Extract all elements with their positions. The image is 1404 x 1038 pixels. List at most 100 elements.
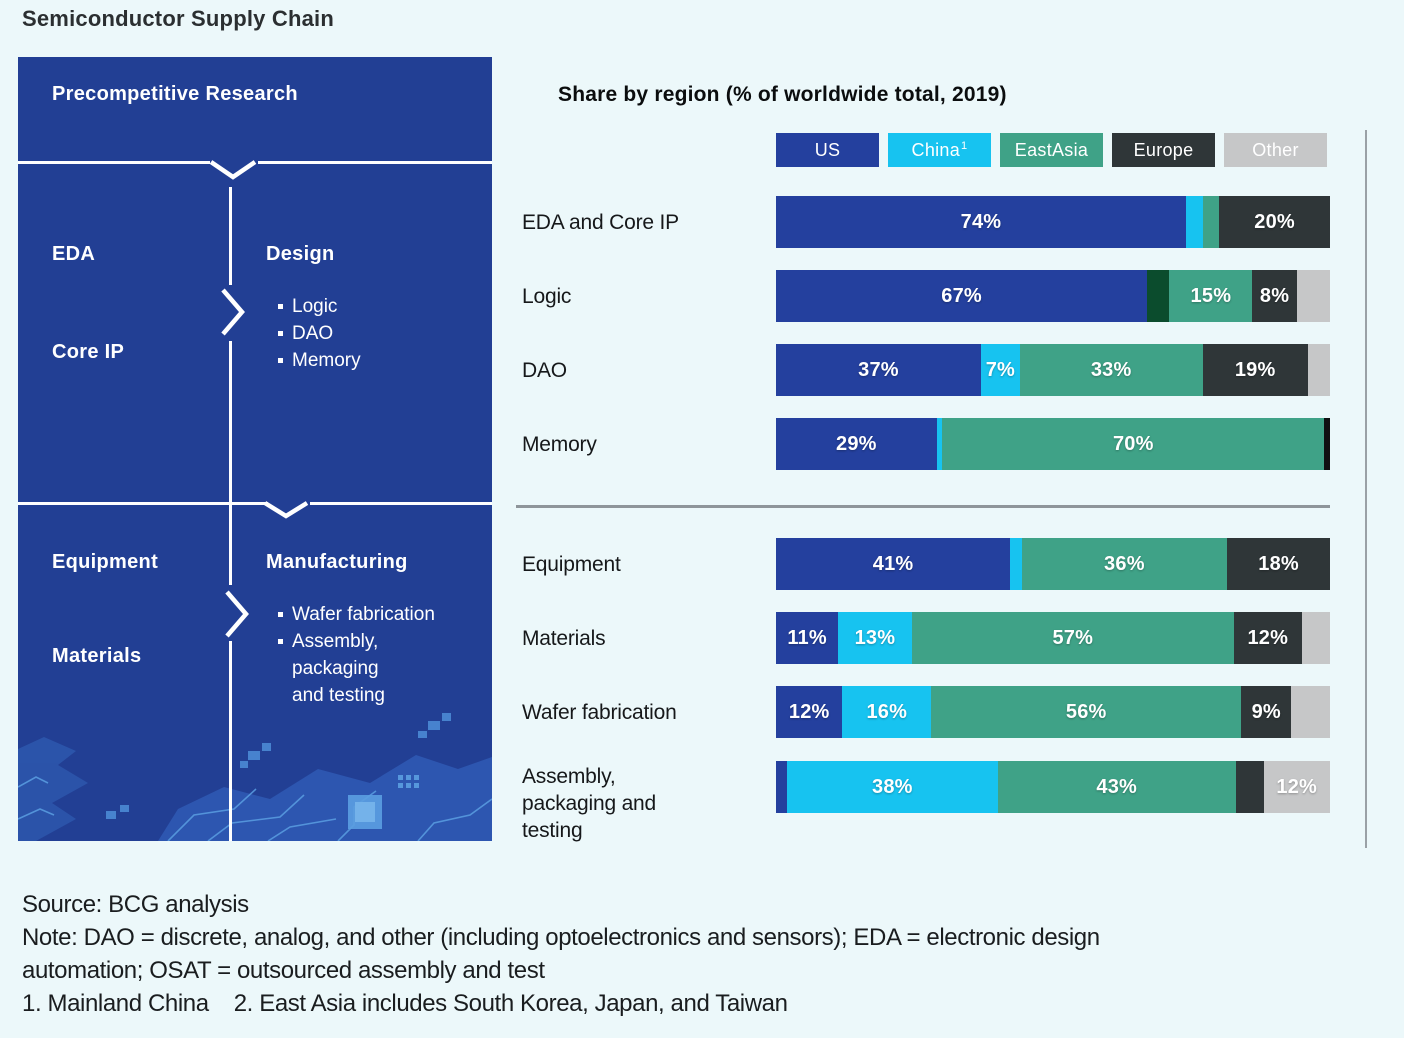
legend-label: China1 — [911, 139, 968, 160]
divider-line — [18, 502, 268, 505]
bar-segment-other — [1291, 686, 1330, 738]
legend-label: EastAsia — [1014, 139, 1089, 160]
bar-row: DAO 37% 7% 33% 19% — [522, 344, 1330, 396]
bar-segment-other: 12% — [1263, 761, 1330, 813]
legend-chip-china: China1 — [888, 133, 991, 167]
row-label: Memory — [522, 432, 597, 456]
divider-line — [18, 161, 210, 164]
bar-segment-east-asia — [1202, 196, 1220, 248]
segment-value-label: 9% — [1251, 700, 1281, 723]
row-label: Wafer fabrication — [522, 700, 677, 724]
bar-segment-china: 16% — [842, 686, 932, 738]
legend-chip-us: US — [776, 133, 879, 167]
bar-segment-other — [1307, 344, 1330, 396]
bullet-label: Logic — [292, 296, 338, 317]
row-label: Materials — [522, 626, 606, 650]
segment-value-label: 74% — [960, 210, 1002, 233]
segment-value-label: 70% — [1112, 432, 1154, 455]
bar-segment-east-asia: 33% — [1019, 344, 1203, 396]
legend-label: US — [814, 139, 841, 160]
bar-segment-east-asia: 43% — [997, 761, 1236, 813]
segment-value-label: 16% — [866, 700, 908, 723]
row-label: EDA and Core IP — [522, 210, 679, 234]
segment-value-label: 15% — [1190, 284, 1232, 307]
chevron-down-icon — [209, 160, 257, 180]
group-separator-line — [516, 505, 1330, 508]
bar-segment-us: 37% — [776, 344, 981, 396]
bar-segment-us: 74% — [776, 196, 1186, 248]
divider-line — [310, 502, 492, 505]
bar-segment-china: 13% — [838, 612, 912, 664]
square-bullet-icon — [278, 639, 283, 644]
precompetitive-research-label: Precompetitive Research — [52, 83, 298, 105]
segment-value-label: 12% — [1247, 626, 1289, 649]
bar-segment-china — [936, 418, 943, 470]
bar-segment-europe: 19% — [1202, 344, 1308, 396]
bar-segment-china — [1147, 270, 1170, 322]
bar-row: Materials 11% 13% 57% 12% — [522, 612, 1330, 664]
segment-value-label: 13% — [854, 626, 896, 649]
stacked-bar: 67% 15% 8% — [776, 270, 1330, 322]
bar-segment-europe — [1324, 418, 1330, 470]
bar-row: Assembly, packaging and testing 38% 43% 12% — [522, 761, 1330, 842]
bar-segment-us: 41% — [776, 538, 1011, 590]
bar-segment-east-asia: 56% — [931, 686, 1242, 738]
chevron-right-icon — [225, 590, 249, 638]
bullet-label: Assembly, packaging and testing — [292, 631, 385, 706]
bar-segment-us — [776, 761, 788, 813]
note-line: automation; OSAT = outsourced assembly a… — [22, 957, 545, 984]
divider-line — [229, 341, 232, 585]
segment-value-label: 18% — [1258, 552, 1299, 575]
bar-segment-europe: 9% — [1241, 686, 1292, 738]
eda-label: EDA — [52, 243, 96, 265]
bullet-item: Memory — [278, 347, 361, 374]
divider-line — [258, 161, 492, 164]
axis-line-100pct — [1365, 130, 1367, 848]
bar-row: Logic 67% 15% 8% — [522, 270, 1330, 322]
square-bullet-icon — [278, 331, 283, 336]
bar-segment-other — [1296, 270, 1330, 322]
segment-value-label: 7% — [985, 358, 1015, 381]
circuit-board-graphic — [18, 713, 492, 841]
stacked-bar: 11% 13% 57% 12% — [776, 612, 1330, 664]
segment-value-label: 29% — [836, 432, 877, 455]
footnote-marker: 1 — [961, 139, 968, 152]
bar-segment-china: 7% — [980, 344, 1020, 396]
segment-value-label: 11% — [787, 626, 827, 649]
segment-value-label: 12% — [788, 700, 830, 723]
bar-segment-us: 67% — [776, 270, 1148, 322]
stacked-bar: 29% 70% — [776, 418, 1330, 470]
chart-title: Share by region (% of worldwide total, 2… — [558, 83, 1007, 106]
bar-segment-east-asia: 36% — [1021, 538, 1228, 590]
design-heading: Design — [266, 243, 335, 265]
page-title: Semiconductor Supply Chain — [22, 6, 335, 31]
legend-chip-eastasia: EastAsia — [1000, 133, 1103, 167]
bar-row: Memory 29% 70% — [522, 418, 1330, 470]
segment-value-label: 33% — [1090, 358, 1132, 381]
bar-segment-east-asia: 70% — [942, 418, 1325, 470]
chevron-right-icon — [221, 288, 245, 336]
legend-chip-europe: Europe — [1112, 133, 1215, 167]
square-bullet-icon — [278, 612, 283, 617]
bullet-label: DAO — [292, 323, 334, 344]
segment-value-label: 19% — [1234, 358, 1276, 381]
supply-chain-panel: Precompetitive Research EDA Core IP Desig… — [18, 57, 492, 841]
equipment-label: Equipment — [52, 551, 159, 573]
stacked-bar: 37% 7% 33% 19% — [776, 344, 1330, 396]
square-bullet-icon — [278, 304, 283, 309]
manufacturing-bullet-list: Wafer fabrication Assembly, packaging and… — [278, 601, 435, 709]
bullet-item: DAO — [278, 320, 361, 347]
segment-value-label: 43% — [1096, 775, 1138, 798]
bar-segment-china — [1185, 196, 1203, 248]
source-line: Source: BCG analysis — [22, 891, 249, 918]
stacked-bar: 12% 16% 56% 9% — [776, 686, 1330, 738]
segment-value-label: 8% — [1259, 284, 1290, 307]
bullet-label: Wafer fabrication — [292, 604, 435, 625]
segment-value-label: 38% — [872, 775, 913, 798]
bullet-item: Wafer fabrication — [278, 601, 435, 628]
core-ip-label: Core IP — [52, 341, 125, 363]
segment-value-label: 20% — [1254, 210, 1295, 233]
bar-segment-europe: 12% — [1233, 612, 1302, 664]
bar-segment-us: 12% — [776, 686, 843, 738]
